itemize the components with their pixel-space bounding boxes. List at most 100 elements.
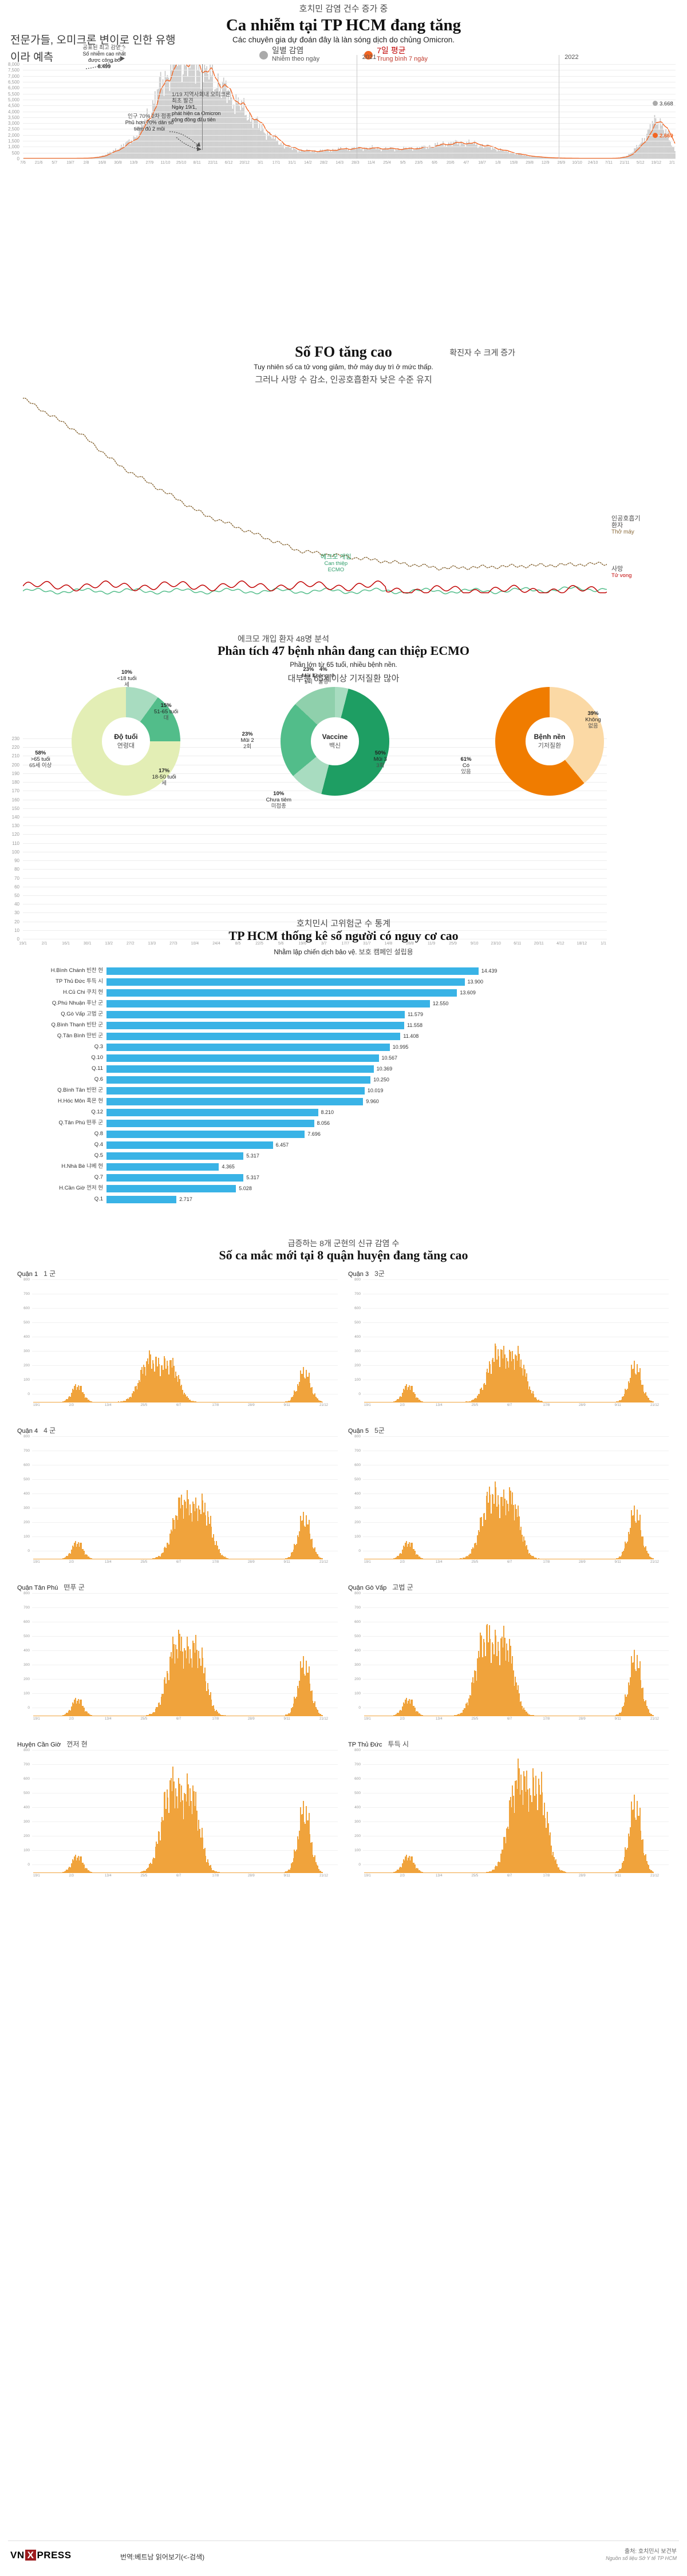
- panel-bar: [485, 1496, 487, 1559]
- panel-bar: [639, 1514, 641, 1559]
- panel-bar: [301, 1374, 302, 1402]
- panel-bar: [90, 1558, 92, 1559]
- x-tick-label: 25/9: [449, 942, 457, 946]
- panel-bar: [420, 1557, 421, 1559]
- panel-bar: [401, 1706, 403, 1716]
- y-tick-label: 210: [11, 753, 19, 759]
- panel-bar: [234, 1872, 235, 1873]
- panel-bar: [96, 1872, 97, 1873]
- x-tick-label: 30/1: [83, 942, 92, 946]
- panel-bar: [160, 1822, 162, 1873]
- y-tick-label: 8,000: [7, 62, 19, 67]
- panel-bar: [636, 1800, 638, 1873]
- panel-bar: [405, 1698, 407, 1716]
- district-value: 11.579: [408, 1012, 423, 1017]
- panel-bar: [113, 1872, 114, 1873]
- panel-bar: [108, 1872, 110, 1873]
- panel-bar: [149, 1714, 151, 1716]
- panel-y-tick: 100: [354, 1535, 361, 1539]
- panel-bar: [433, 1872, 435, 1873]
- panel-bar: [619, 1556, 621, 1559]
- panel-bar: [491, 1662, 492, 1716]
- panel-chart: 800 700 600 500 400 300 200 100 0: [17, 1435, 338, 1559]
- panel-x-tick: 2/3: [69, 1874, 74, 1878]
- table-row: Q.Gò Vấp 고법 군 11.579: [0, 1010, 687, 1019]
- panel-bar: [505, 1368, 507, 1402]
- panel-bar: [634, 1521, 636, 1559]
- panel-bar: [90, 1872, 92, 1873]
- panel-y-tick: 0: [358, 1549, 361, 1553]
- panel-bar: [170, 1530, 172, 1559]
- district-value: 6.457: [275, 1142, 289, 1148]
- district-label-vi: Q.Gò Vấp: [61, 1011, 85, 1017]
- panel-chart: 800 700 600 500 400 300 200 100 0: [17, 1278, 338, 1402]
- panel-bar: [188, 1664, 190, 1716]
- panel-bar: [316, 1864, 318, 1873]
- legend-daily-ko: 일별 감염: [271, 46, 304, 55]
- panel-bar: [118, 1401, 120, 1402]
- panel-bar: [37, 1872, 38, 1873]
- panel-bar: [279, 1872, 281, 1873]
- panel-bar: [613, 1872, 615, 1873]
- panel-bar: [45, 1872, 47, 1873]
- panel-bar: [163, 1820, 164, 1873]
- panel-bar: [163, 1356, 165, 1402]
- panel-bar: [396, 1400, 397, 1402]
- panel-y-tick: 600: [354, 1463, 361, 1467]
- panel-bar: [236, 1872, 238, 1873]
- panel-bar: [83, 1864, 85, 1873]
- panel-bar: [216, 1871, 218, 1873]
- panel-bar: [210, 1865, 211, 1873]
- x-tick-label: 21/11: [619, 161, 630, 165]
- panel-bar: [521, 1705, 523, 1716]
- panel-bar: [301, 1520, 302, 1559]
- panel-bar: [60, 1872, 62, 1873]
- panel-y-tick: 500: [354, 1321, 361, 1325]
- panel-bar: [525, 1712, 527, 1716]
- panel-bar: [589, 1872, 590, 1873]
- panel-bar: [196, 1508, 198, 1559]
- panel-bar: [257, 1872, 259, 1873]
- district-value: 5.028: [239, 1186, 252, 1191]
- panel-bar: [123, 1401, 124, 1402]
- panel-bar: [159, 1364, 160, 1402]
- panel-y-tick: 700: [354, 1292, 361, 1296]
- panel-bar: [260, 1872, 262, 1873]
- district-bar: [106, 978, 465, 986]
- panel-bar: [89, 1400, 90, 1402]
- panel-bar: [172, 1766, 173, 1873]
- panel-bar: [285, 1558, 287, 1559]
- panel-bar: [652, 1558, 653, 1559]
- panel-bar: [299, 1661, 301, 1716]
- panel-bar: [623, 1548, 625, 1559]
- panel-bar: [290, 1400, 291, 1402]
- panel-bar: [97, 1872, 98, 1873]
- panel-bar: [629, 1534, 630, 1559]
- panel-bar: [492, 1643, 494, 1716]
- panel-bar: [488, 1871, 490, 1873]
- panel-bar: [281, 1872, 283, 1873]
- panel-bar: [68, 1554, 69, 1559]
- panel-bar: [415, 1712, 417, 1716]
- panel-bar: [473, 1682, 475, 1716]
- panel-bar: [650, 1557, 652, 1559]
- panel-bar: [459, 1872, 460, 1873]
- panel-bar: [601, 1872, 603, 1873]
- panel-bar: [567, 1872, 568, 1873]
- panel-bar: [100, 1872, 101, 1873]
- panel-bar: [301, 1520, 303, 1559]
- donut-center-vi-2: Vaccine: [322, 732, 348, 741]
- panel-bar: [436, 1872, 438, 1873]
- x-tick-label: 14/2: [304, 161, 312, 165]
- panel-bar: [366, 1872, 368, 1873]
- panel-bar: [311, 1539, 313, 1559]
- panel-bar: [647, 1554, 649, 1559]
- panel-bar: [225, 1557, 227, 1559]
- panel-bar: [136, 1389, 138, 1402]
- panel-bar: [155, 1709, 156, 1716]
- panel-bar: [474, 1872, 476, 1873]
- panel-bar: [156, 1557, 157, 1559]
- panel-bar: [188, 1400, 190, 1402]
- panel-bar: [566, 1872, 567, 1873]
- panel-bar: [235, 1872, 236, 1873]
